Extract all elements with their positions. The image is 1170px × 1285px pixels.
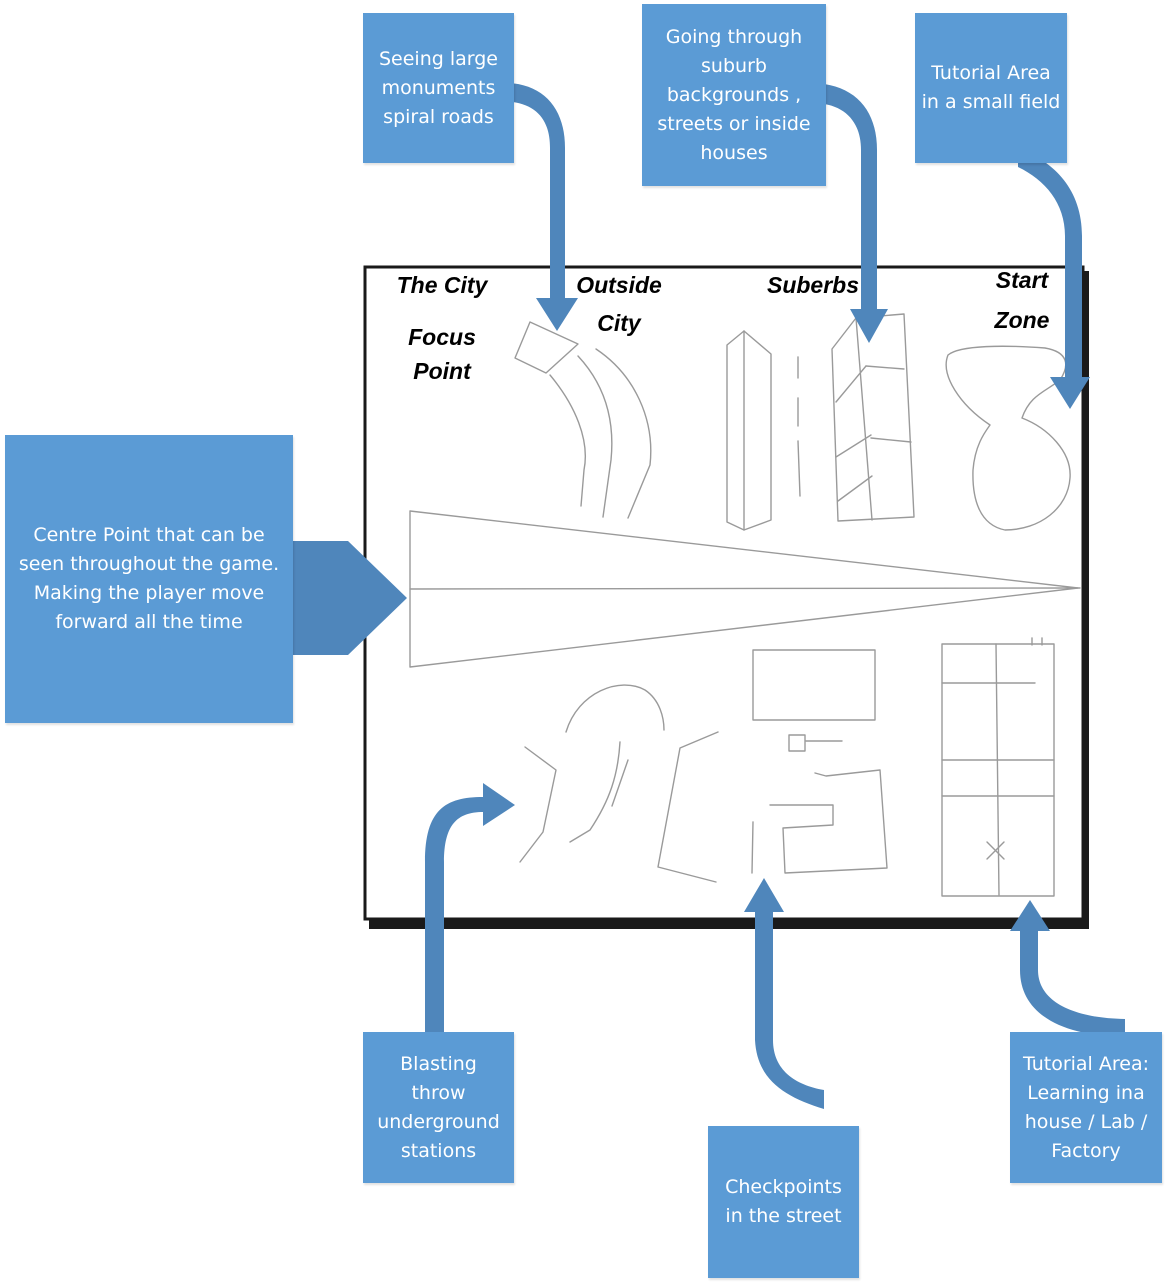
monument-spiral-roads-sketch <box>514 321 652 519</box>
zone-label-start-zone: Start Zone <box>980 260 1064 340</box>
focus-point-line-2: Point <box>413 358 471 384</box>
suburb-sketch <box>726 313 915 531</box>
callout-line: in the street <box>725 1205 842 1227</box>
callout-line: stations <box>400 1139 477 1162</box>
callout-tutorial-house: Tutorial Area: Learning ina house / Lab … <box>1010 1032 1162 1183</box>
tutorial-house-sketch <box>941 637 1055 897</box>
callout-underground: Blasting throw underground stations <box>363 1032 514 1183</box>
callout-line: Centre Point that can be <box>33 524 265 546</box>
callout-line: Making the player move <box>33 582 265 604</box>
callout-line: in a small field <box>921 91 1061 113</box>
callout-line: underground <box>377 1110 500 1133</box>
underground-sketch <box>519 684 665 863</box>
callout-line: Tutorial Area <box>931 62 1051 84</box>
suburb-arrow-icon <box>812 83 888 343</box>
callout-line: Tutorial Area: <box>1022 1052 1149 1075</box>
callout-line: forward all the time <box>55 611 243 633</box>
checkpoints-arrow-icon <box>744 878 824 1109</box>
underground-arrow-icon <box>425 783 515 1035</box>
zone-label-the-city: The City <box>396 272 488 298</box>
callout-line: houses <box>700 141 768 164</box>
tutorial-field-arrow-icon <box>1018 148 1090 409</box>
callout-line: monuments <box>381 76 496 99</box>
callout-line: backgrounds , <box>666 83 802 106</box>
callout-line: suburb <box>701 54 767 77</box>
callout-line: Seeing large <box>378 47 498 70</box>
callout-line: Learning ina <box>1027 1081 1145 1104</box>
zone-label-suburbs: Suberbs <box>766 272 860 298</box>
callout-line: Checkpoints <box>725 1176 842 1198</box>
outside-city-line-1: Outside <box>576 272 662 298</box>
outside-city-line-2: City <box>597 310 641 336</box>
tutorial-house-arrow-icon <box>1010 900 1125 1037</box>
focus-point-line-1: Focus <box>408 324 476 350</box>
zone-label-outside-city: Outside City <box>567 266 671 342</box>
start-zone-field-sketch <box>945 345 1071 531</box>
callout-tutorial-field: Tutorial Area in a small field <box>915 13 1067 163</box>
monuments-arrow-icon <box>496 82 578 331</box>
callout-line: throw <box>411 1081 466 1104</box>
zone-label-focus-point: Focus Point <box>392 320 492 388</box>
callout-monuments: Seeing large monuments spiral roads <box>363 13 514 163</box>
callout-line: seen throughout the game. <box>18 553 280 575</box>
callout-suburb: Going through suburb backgrounds , stree… <box>642 4 826 186</box>
checkpoints-street-sketch <box>657 649 888 883</box>
callout-line: streets or inside <box>657 112 811 135</box>
callout-centre-point: Centre Point that can be seen throughout… <box>5 435 293 723</box>
callout-line: Blasting <box>400 1052 477 1075</box>
callout-line: Going through <box>665 25 803 48</box>
start-zone-line-2: Zone <box>994 307 1050 333</box>
callout-checkpoints: Checkpoints in the street <box>708 1126 859 1278</box>
start-zone-line-1: Start <box>995 267 1049 293</box>
callout-line: house / Lab / <box>1024 1110 1148 1133</box>
callout-line: spiral roads <box>383 105 494 128</box>
centre-point-sketch <box>409 510 1081 668</box>
callout-line: Factory <box>1051 1139 1121 1162</box>
centre-point-arrow-icon <box>292 541 407 655</box>
